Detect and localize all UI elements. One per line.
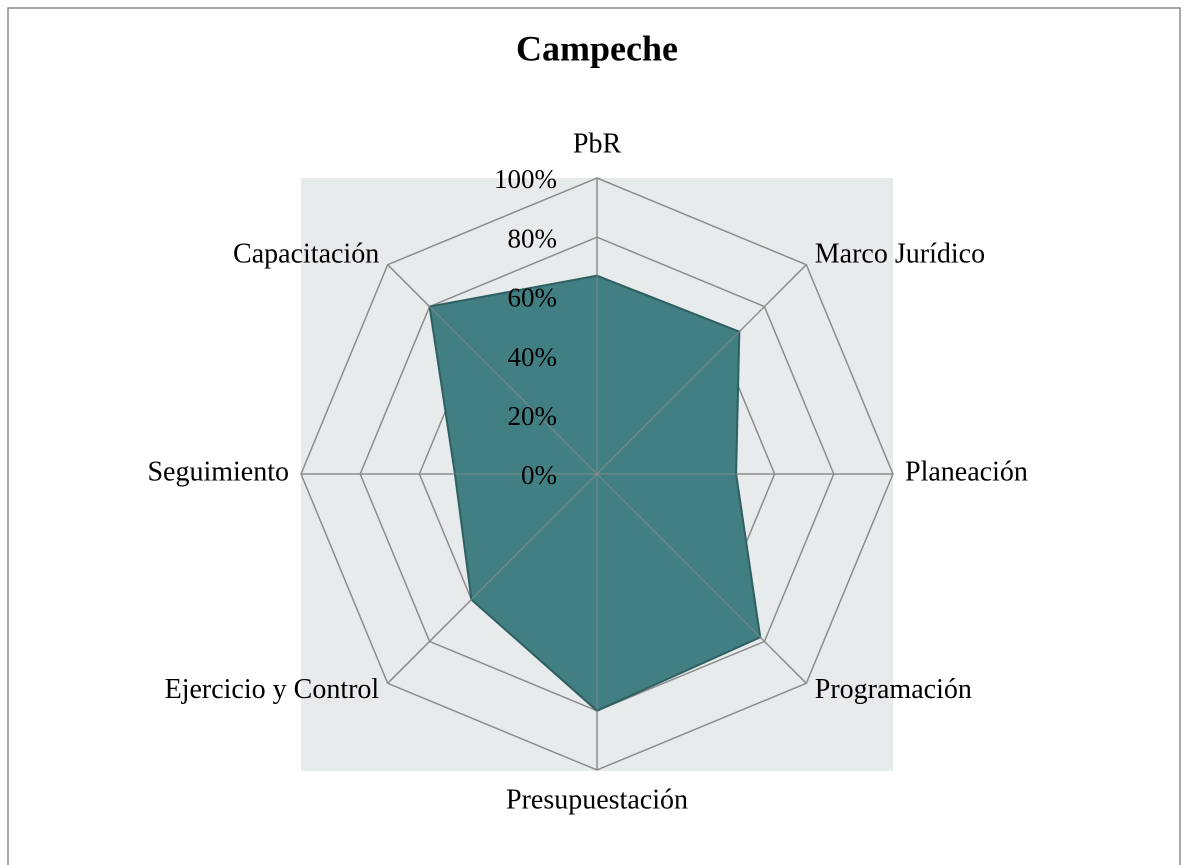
category-label: Programación [815, 674, 972, 705]
spoke-overlay [596, 264, 807, 475]
tick-label: 40% [508, 342, 558, 372]
category-label: Planeación [905, 456, 1028, 487]
spoke-overlay [596, 473, 807, 684]
spoke-overlay [387, 264, 598, 475]
category-label: Ejercicio y Control [165, 674, 380, 705]
category-label: Seguimiento [147, 456, 289, 487]
tick-label: 80% [508, 223, 558, 253]
category-label: Capacitación [233, 239, 379, 270]
tick-label: 20% [508, 401, 558, 431]
tick-label: 60% [508, 283, 558, 313]
category-label: Presupuestación [506, 784, 688, 815]
spoke-overlay [387, 473, 598, 684]
tick-label: 100% [494, 164, 557, 194]
category-label: Marco Jurídico [815, 239, 985, 270]
category-label: PbR [573, 128, 622, 159]
tick-label: 0% [521, 460, 557, 490]
chart-title: Campeche [516, 28, 678, 68]
